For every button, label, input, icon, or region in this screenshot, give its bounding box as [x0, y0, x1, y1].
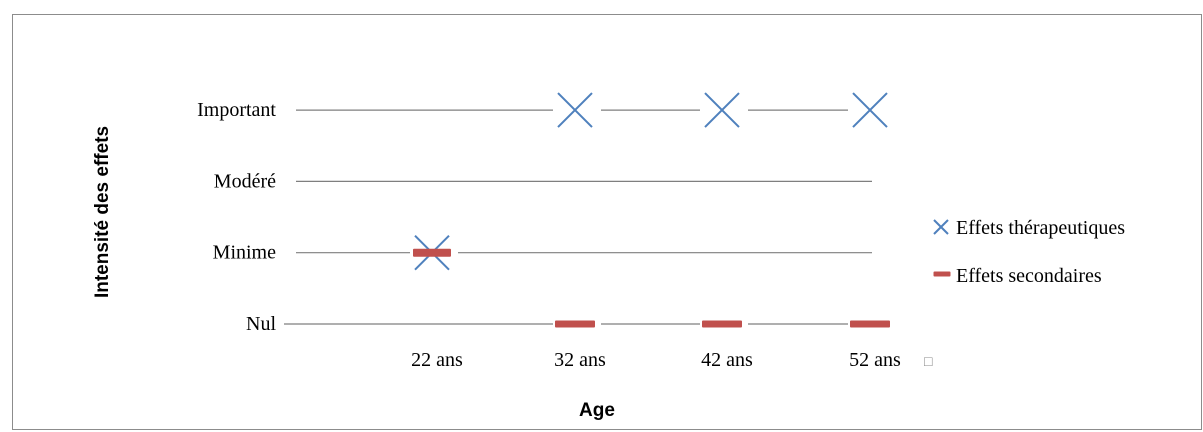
x-stroke [933, 219, 949, 235]
marker-gap [848, 107, 896, 114]
legend-label: Effets thérapeutiques [956, 217, 1125, 239]
legend: Effets thérapeutiques Effets secondaires [933, 217, 1125, 287]
marker-gap [700, 107, 748, 114]
legend-x-marker [933, 219, 949, 235]
x-axis-title: Age [579, 400, 615, 421]
side-effect-marker [413, 248, 451, 257]
x-tick-label: 42 ans [701, 349, 753, 371]
legend-label: Effets secondaires [956, 265, 1102, 287]
legend-dash-marker [933, 271, 951, 277]
trailing-box-glyph: □ [924, 353, 933, 369]
y-tick-label: Nul [246, 313, 276, 335]
side-effect-marker [702, 320, 742, 328]
x-tick-label: 22 ans [411, 349, 463, 371]
labels: Nul Minime Modéré Important 22 ans 32 ans 42 a… [197, 99, 901, 371]
therapeutic-effect-marker [852, 92, 888, 128]
legend-item-effets-secondaires: Effets secondaires [933, 265, 1102, 287]
x-tick-label: 32 ans [554, 349, 606, 371]
therapeutic-effect-marker [704, 92, 740, 128]
side-effect-marker [850, 320, 890, 328]
chart-frame [12, 14, 1202, 430]
y-tick-label: Important [197, 99, 276, 121]
x-stroke [852, 92, 888, 128]
y-axis-title: Intensité des effets [92, 126, 113, 298]
therapeutic-effect-marker [557, 92, 593, 128]
legend-item-effets-therapeutiques: Effets thérapeutiques [933, 217, 1125, 239]
legend-dash-shape [933, 271, 951, 277]
gridlines [284, 109, 872, 325]
x-tick-label: 52 ans [849, 349, 901, 371]
x-stroke [557, 92, 593, 128]
y-tick-label: Modéré [214, 170, 276, 192]
y-tick-label: Minime [213, 242, 276, 264]
x-stroke [704, 92, 740, 128]
markers [410, 92, 896, 328]
side-effect-marker [555, 320, 595, 328]
legend-x-shape [933, 219, 949, 235]
marker-gap [553, 107, 601, 114]
